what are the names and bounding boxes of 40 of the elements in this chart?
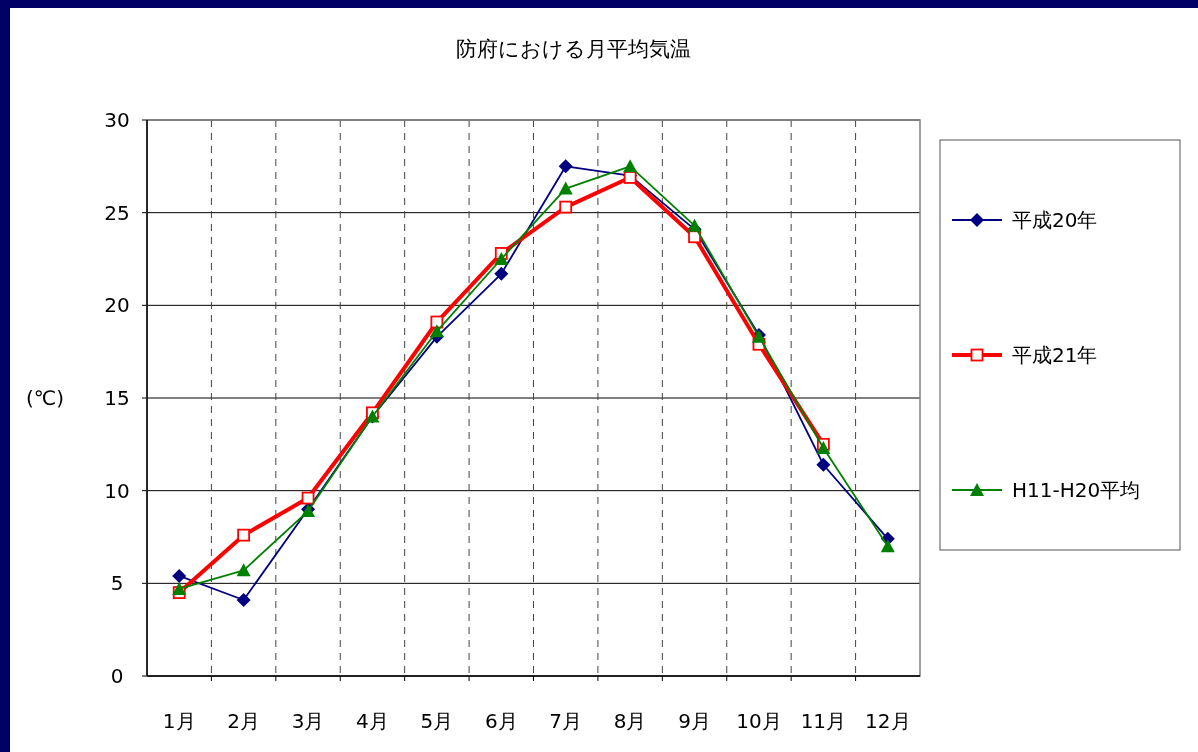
point	[687, 218, 702, 232]
legend-label: 平成21年	[1012, 343, 1098, 367]
y-axis-title: (℃)	[25, 386, 65, 410]
y-tick-label: 25	[104, 200, 130, 225]
point	[172, 568, 187, 583]
y-tick-label: 15	[104, 386, 130, 410]
x-tick-label: 7月	[549, 709, 583, 733]
point	[558, 181, 573, 195]
x-tick-label: 5月	[420, 709, 454, 733]
point	[880, 539, 895, 553]
point	[559, 200, 573, 214]
point	[816, 457, 831, 472]
chart-title: 防府における月平均気温	[456, 37, 691, 61]
x-tick-label: 1月	[162, 709, 196, 733]
point	[236, 563, 251, 577]
x-tick-label: 6月	[484, 709, 518, 733]
legend-label: H11-H20平均	[1012, 478, 1141, 502]
x-tick-label: 2月	[227, 709, 260, 733]
x-tick-label: 3月	[291, 709, 325, 733]
x-tick-label: 12月	[865, 709, 911, 733]
x-tick-label: 9月	[678, 709, 711, 733]
point	[172, 581, 187, 595]
point	[494, 252, 509, 265]
point	[816, 441, 831, 455]
x-tick-label: 4月	[356, 709, 389, 733]
y-tick-label: 5	[110, 571, 124, 596]
point	[623, 159, 638, 173]
point	[558, 159, 573, 174]
point	[429, 324, 444, 338]
legend-label: 平成20年	[1012, 208, 1098, 232]
y-tick-label: 10	[104, 478, 130, 503]
x-tick-label: 8月	[613, 709, 647, 733]
y-tick-label: 30	[104, 108, 130, 132]
x-tick-label: 11月	[800, 709, 847, 733]
y-tick-label: 0	[110, 664, 124, 688]
x-tick-label: 10月	[736, 709, 782, 733]
y-tick-label: 20	[104, 293, 130, 318]
point	[494, 266, 509, 281]
point	[236, 593, 251, 608]
point	[237, 528, 251, 542]
